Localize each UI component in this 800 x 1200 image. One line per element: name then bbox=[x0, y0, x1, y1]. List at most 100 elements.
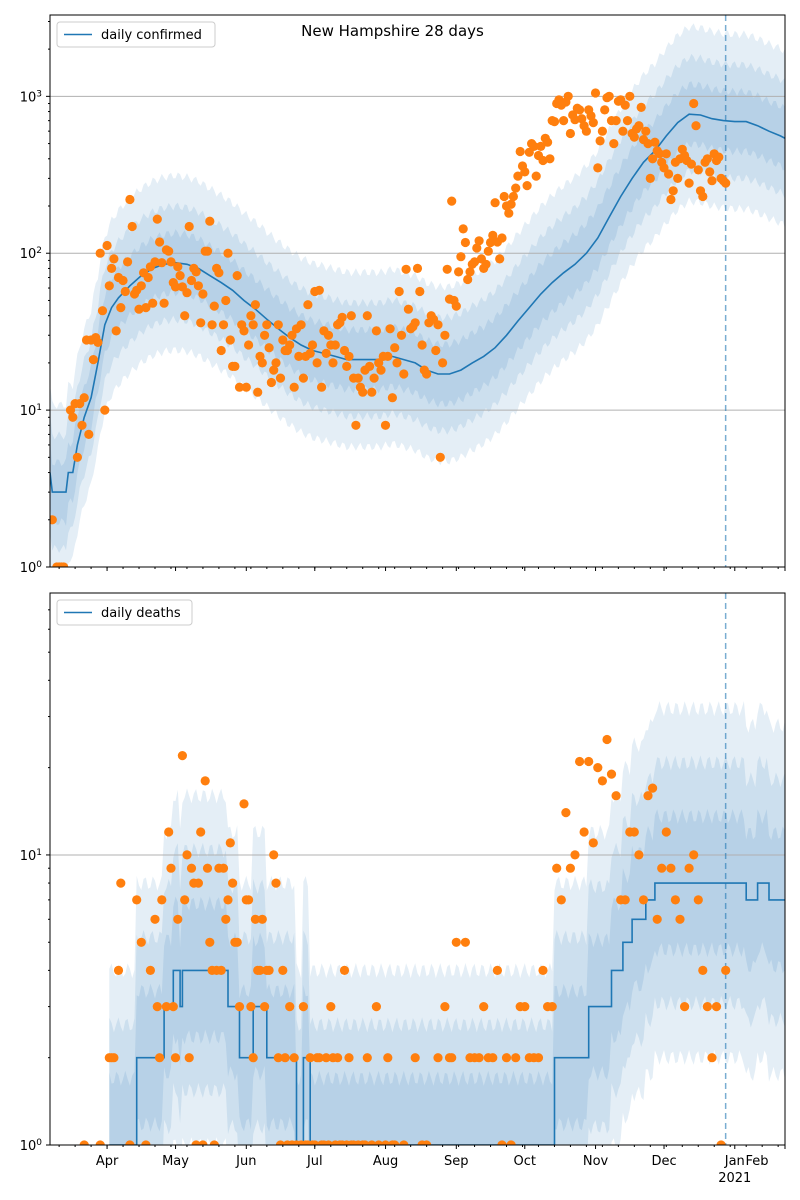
data-point bbox=[205, 937, 215, 947]
data-point bbox=[273, 1053, 283, 1063]
x-tick-label: Sep bbox=[444, 1154, 469, 1169]
data-point bbox=[565, 128, 576, 139]
data-point bbox=[634, 121, 644, 131]
data-point bbox=[401, 264, 411, 274]
x-tick-label: Aug bbox=[373, 1154, 398, 1169]
data-point bbox=[209, 301, 219, 311]
data-point bbox=[155, 237, 165, 247]
data-point bbox=[383, 351, 393, 361]
data-point bbox=[371, 1002, 381, 1012]
y-tick-label: 103 bbox=[20, 89, 42, 105]
plot-area bbox=[50, 15, 785, 567]
data-point bbox=[689, 850, 699, 860]
data-point bbox=[451, 937, 461, 947]
x-tick-label: Nov bbox=[583, 1154, 609, 1169]
x-tick-label: Feb bbox=[745, 1154, 768, 1169]
data-point bbox=[716, 1140, 726, 1145]
data-point bbox=[559, 116, 569, 126]
data-point bbox=[310, 1140, 320, 1145]
plot-area bbox=[50, 593, 785, 1145]
data-point bbox=[102, 240, 112, 251]
data-point bbox=[271, 358, 281, 368]
data-point bbox=[479, 1002, 489, 1012]
data-point bbox=[622, 116, 633, 126]
data-point bbox=[257, 914, 267, 924]
data-point bbox=[714, 152, 724, 162]
data-point bbox=[611, 116, 621, 126]
data-point bbox=[508, 191, 518, 202]
data-point bbox=[287, 330, 297, 340]
data-point bbox=[157, 895, 167, 905]
data-point bbox=[488, 1053, 498, 1063]
data-point bbox=[186, 863, 197, 873]
data-point bbox=[246, 311, 256, 321]
data-point bbox=[440, 1002, 450, 1012]
data-point bbox=[125, 194, 135, 205]
data-point bbox=[230, 361, 240, 371]
data-point bbox=[182, 288, 192, 298]
data-point bbox=[490, 198, 500, 208]
data-point bbox=[380, 1140, 391, 1145]
data-point bbox=[269, 850, 279, 860]
data-point bbox=[278, 965, 288, 976]
data-point bbox=[333, 1053, 343, 1063]
data-point bbox=[698, 965, 708, 976]
data-point bbox=[136, 281, 146, 291]
data-point bbox=[575, 756, 585, 767]
data-point bbox=[257, 358, 267, 368]
data-point bbox=[666, 863, 676, 873]
data-point bbox=[342, 361, 352, 371]
data-point bbox=[670, 895, 681, 905]
data-point bbox=[285, 1002, 295, 1012]
data-point bbox=[412, 263, 423, 273]
x-tick-label: May bbox=[162, 1154, 189, 1169]
legend bbox=[56, 21, 216, 48]
data-point bbox=[113, 965, 124, 976]
data-point bbox=[221, 295, 231, 306]
data-point bbox=[314, 1053, 324, 1063]
data-point bbox=[50, 515, 57, 525]
data-point bbox=[369, 373, 379, 383]
data-point bbox=[686, 159, 697, 169]
data-point bbox=[385, 324, 395, 334]
data-point bbox=[680, 1002, 690, 1012]
data-point bbox=[180, 895, 190, 905]
data-point bbox=[321, 1053, 331, 1063]
data-point bbox=[150, 257, 160, 267]
data-point bbox=[374, 358, 384, 368]
data-point bbox=[533, 1053, 544, 1063]
data-point bbox=[198, 1140, 208, 1145]
data-point bbox=[65, 405, 76, 415]
axes-frame bbox=[49, 592, 786, 1146]
data-point bbox=[168, 1002, 178, 1012]
data-point bbox=[643, 791, 653, 801]
x-tick-label: Jun bbox=[235, 1154, 256, 1169]
data-point bbox=[499, 191, 509, 202]
data-point bbox=[271, 878, 281, 888]
data-point bbox=[440, 330, 450, 340]
data-point bbox=[234, 382, 245, 392]
data-point bbox=[152, 1002, 162, 1012]
data-point bbox=[474, 236, 484, 246]
data-point bbox=[358, 387, 368, 397]
data-point bbox=[707, 1053, 717, 1063]
data-point bbox=[305, 348, 315, 358]
data-point bbox=[380, 420, 391, 430]
data-point bbox=[141, 303, 151, 313]
data-point bbox=[536, 141, 546, 151]
data-point bbox=[410, 1053, 420, 1063]
data-point bbox=[225, 335, 235, 345]
data-point bbox=[207, 320, 217, 330]
data-point bbox=[611, 791, 621, 801]
data-point bbox=[186, 275, 197, 286]
data-point bbox=[241, 382, 251, 392]
x-tick-label: Oct bbox=[514, 1154, 536, 1169]
data-point bbox=[123, 257, 133, 267]
data-point bbox=[392, 358, 402, 368]
data-point bbox=[344, 351, 354, 361]
data-point bbox=[593, 163, 603, 173]
data-point bbox=[164, 827, 174, 837]
data-point bbox=[711, 1002, 722, 1012]
data-point bbox=[588, 838, 598, 848]
